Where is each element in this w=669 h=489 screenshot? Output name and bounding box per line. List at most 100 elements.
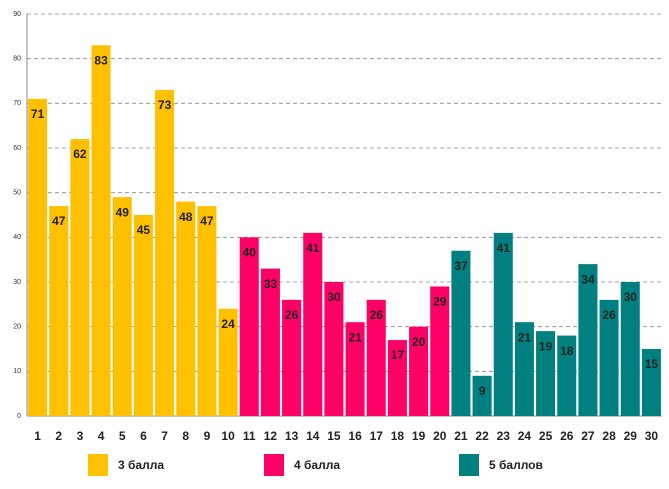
x-tick-label: 9	[204, 429, 211, 443]
value-label: 24	[221, 317, 235, 331]
bar	[641, 349, 661, 416]
x-tick-label: 21	[454, 429, 468, 443]
value-label: 73	[158, 98, 172, 112]
x-tick-label: 27	[581, 429, 595, 443]
x-tick-label: 25	[539, 429, 553, 443]
bar	[451, 250, 471, 416]
value-label: 40	[243, 246, 257, 260]
value-label: 49	[116, 205, 130, 219]
bar	[409, 326, 429, 416]
value-label: 33	[264, 277, 278, 291]
bar	[239, 237, 259, 416]
legend-label: 5 баллов	[489, 458, 543, 472]
x-tick-label: 20	[433, 429, 447, 443]
y-tick-label: 50	[13, 190, 21, 197]
value-label: 30	[327, 290, 341, 304]
value-label: 21	[348, 330, 362, 344]
value-label: 26	[370, 308, 384, 322]
x-tick-label: 8	[182, 429, 189, 443]
x-tick-label: 7	[161, 429, 168, 443]
value-label: 71	[31, 107, 45, 121]
bar	[282, 299, 302, 416]
bar	[493, 232, 513, 416]
bar	[366, 299, 386, 416]
value-label: 41	[497, 241, 511, 255]
x-tick-label: 6	[140, 429, 147, 443]
y-tick-label: 70	[13, 100, 21, 107]
y-tick-label: 60	[13, 145, 21, 152]
value-label: 21	[518, 330, 532, 344]
y-tick-label: 20	[13, 324, 21, 331]
legend-swatch	[459, 454, 479, 476]
value-label: 17	[391, 348, 405, 362]
value-label: 47	[52, 214, 66, 228]
x-tick-label: 28	[602, 429, 616, 443]
bar	[28, 98, 48, 416]
value-label: 9	[479, 384, 486, 398]
x-tick-label: 16	[348, 429, 362, 443]
x-tick-label: 19	[412, 429, 426, 443]
x-tick-label: 17	[370, 429, 384, 443]
x-tick-label: 1	[34, 429, 41, 443]
value-label: 26	[285, 308, 299, 322]
bar	[155, 89, 175, 416]
x-tick-label: 22	[475, 429, 489, 443]
x-tick-label: 26	[560, 429, 574, 443]
legend-label: 4 балла	[294, 458, 340, 472]
value-label: 41	[306, 241, 320, 255]
y-tick-label: 0	[17, 413, 21, 420]
legend-swatch	[88, 454, 108, 476]
bar	[49, 206, 69, 416]
value-label: 30	[624, 290, 638, 304]
x-tick-label: 4	[98, 429, 105, 443]
y-tick-label: 40	[13, 234, 21, 241]
bar	[557, 335, 577, 416]
legend-label: 3 балла	[118, 458, 164, 472]
bar	[197, 206, 217, 416]
bar	[176, 201, 196, 416]
bar	[324, 282, 344, 416]
legend-swatch	[264, 454, 284, 476]
y-tick-label: 80	[13, 56, 21, 63]
bar	[430, 286, 450, 416]
value-label: 47	[200, 214, 214, 228]
x-tick-label: 3	[77, 429, 84, 443]
x-tick-label: 10	[221, 429, 235, 443]
x-tick-label: 11	[243, 429, 256, 443]
bar	[133, 215, 153, 416]
x-tick-label: 30	[645, 429, 659, 443]
value-label: 29	[433, 295, 447, 309]
x-tick-label: 18	[391, 429, 405, 443]
value-label: 18	[560, 344, 574, 358]
value-label: 26	[602, 308, 616, 322]
value-label: 83	[94, 53, 108, 67]
value-label: 48	[179, 210, 193, 224]
bar	[599, 299, 619, 416]
y-tick-label: 90	[13, 11, 21, 18]
bar	[536, 331, 556, 416]
y-tick-label: 10	[13, 368, 21, 375]
bar	[387, 340, 407, 416]
value-label: 37	[454, 259, 468, 273]
value-label: 34	[581, 272, 595, 286]
value-label: 45	[137, 223, 151, 237]
bar	[112, 197, 132, 416]
x-tick-label: 24	[518, 429, 532, 443]
x-tick-label: 15	[327, 429, 341, 443]
x-tick-label: 29	[624, 429, 638, 443]
bar	[514, 322, 534, 416]
bar	[345, 322, 365, 416]
bar	[578, 264, 598, 416]
bar	[91, 45, 111, 417]
x-tick-label: 13	[285, 429, 299, 443]
value-label: 20	[412, 335, 426, 349]
x-tick-label: 14	[306, 429, 320, 443]
bar	[303, 232, 323, 416]
bar	[620, 282, 640, 416]
x-tick-label: 5	[119, 429, 126, 443]
value-label: 62	[73, 147, 87, 161]
bar	[260, 268, 280, 416]
bar	[218, 308, 238, 416]
value-label: 15	[645, 357, 659, 371]
